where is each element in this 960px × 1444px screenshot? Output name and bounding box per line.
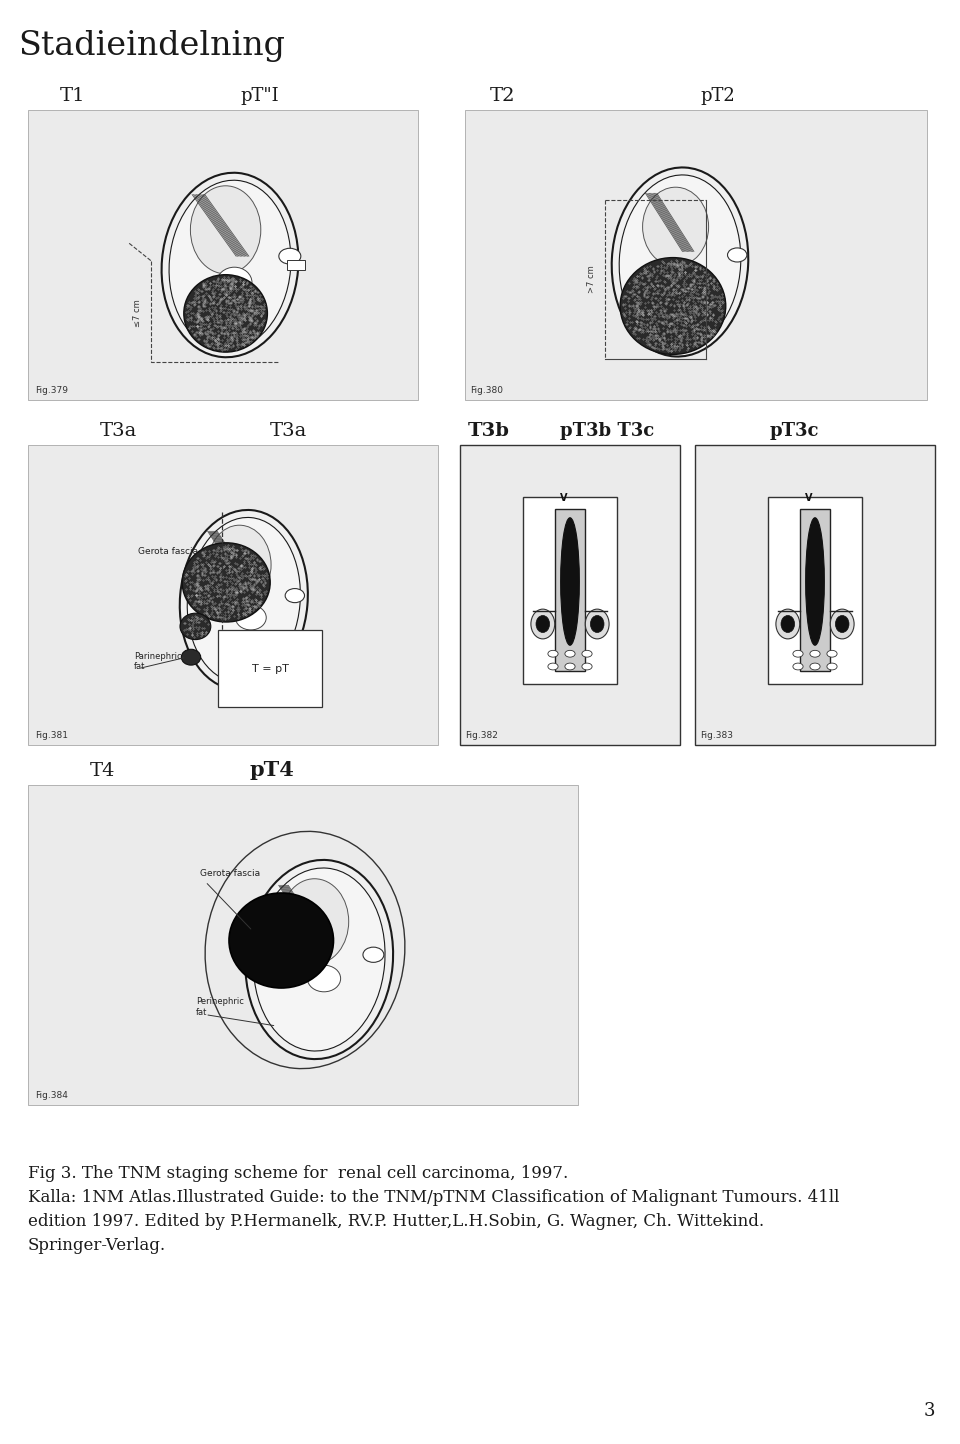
Text: Fig.384: Fig.384	[35, 1092, 68, 1100]
Bar	[460, 445, 680, 745]
Bar	[800, 510, 830, 671]
Ellipse shape	[728, 248, 747, 261]
Ellipse shape	[827, 663, 837, 670]
Text: ≤7 cm: ≤7 cm	[133, 299, 142, 328]
Text: V: V	[560, 492, 567, 503]
Text: T4: T4	[90, 762, 115, 780]
Bar	[768, 497, 862, 683]
Ellipse shape	[235, 605, 266, 630]
Ellipse shape	[793, 663, 804, 670]
Text: V: V	[804, 492, 812, 503]
Ellipse shape	[548, 650, 558, 657]
Ellipse shape	[793, 650, 804, 657]
Ellipse shape	[190, 186, 261, 274]
Text: edition 1997. Edited by P.Hermanelk, RV.P. Hutter,L.H.Sobin, G. Wagner, Ch. Witt: edition 1997. Edited by P.Hermanelk, RV.…	[28, 1213, 764, 1230]
Ellipse shape	[827, 650, 837, 657]
Ellipse shape	[253, 868, 385, 1051]
Ellipse shape	[187, 517, 300, 683]
Text: Parinephric
fat: Parinephric fat	[133, 651, 181, 671]
Ellipse shape	[620, 257, 726, 354]
Text: 3: 3	[924, 1402, 935, 1419]
Text: T3a: T3a	[100, 422, 137, 440]
Ellipse shape	[810, 663, 820, 670]
Bar	[28, 110, 418, 400]
Text: Perinephric
fat: Perinephric fat	[196, 998, 244, 1017]
Text: T = pT: T = pT	[252, 664, 289, 674]
Ellipse shape	[548, 663, 558, 670]
Ellipse shape	[217, 267, 252, 297]
Ellipse shape	[561, 518, 579, 645]
Ellipse shape	[564, 663, 575, 670]
Ellipse shape	[363, 947, 384, 962]
Text: T1: T1	[60, 87, 85, 105]
Text: pT4: pT4	[250, 760, 295, 780]
Ellipse shape	[246, 861, 393, 1058]
Text: Springer-Verlag.: Springer-Verlag.	[28, 1238, 166, 1253]
Ellipse shape	[564, 650, 575, 657]
Ellipse shape	[181, 650, 201, 666]
Ellipse shape	[536, 615, 549, 632]
Text: Kalla: 1NM Atlas.Illustrated Guide: to the TNM/pTNM Classification of Malignant : Kalla: 1NM Atlas.Illustrated Guide: to t…	[28, 1188, 839, 1206]
Bar	[28, 445, 438, 745]
Ellipse shape	[612, 168, 748, 357]
Ellipse shape	[776, 609, 800, 638]
Text: Fig.380: Fig.380	[470, 386, 503, 396]
Text: Gerota fascia: Gerota fascia	[138, 547, 219, 560]
Ellipse shape	[280, 879, 348, 965]
Ellipse shape	[670, 261, 704, 289]
Text: Fig.383: Fig.383	[700, 731, 733, 739]
Text: Fig 3. The TNM staging scheme for  renal cell carcinoma, 1997.: Fig 3. The TNM staging scheme for renal …	[28, 1165, 568, 1183]
Text: T3a: T3a	[270, 422, 307, 440]
Ellipse shape	[642, 188, 708, 266]
Ellipse shape	[161, 173, 299, 357]
Ellipse shape	[531, 609, 555, 638]
Bar	[465, 110, 927, 400]
Text: Gerota fascia: Gerota fascia	[201, 869, 260, 878]
Text: T2: T2	[490, 87, 516, 105]
Text: Fig.382: Fig.382	[465, 731, 498, 739]
Ellipse shape	[805, 518, 825, 645]
Ellipse shape	[183, 274, 268, 352]
Ellipse shape	[835, 615, 849, 632]
Ellipse shape	[590, 615, 604, 632]
Bar	[695, 445, 935, 745]
Text: Fig.379: Fig.379	[35, 386, 68, 396]
Text: >7 cm: >7 cm	[588, 266, 596, 293]
Text: Stadieindelning: Stadieindelning	[18, 30, 285, 62]
Ellipse shape	[582, 663, 592, 670]
Text: pT2: pT2	[700, 87, 734, 105]
Ellipse shape	[207, 526, 271, 605]
Bar	[555, 510, 586, 671]
Text: pT"I: pT"I	[240, 87, 278, 105]
Ellipse shape	[285, 589, 304, 602]
Ellipse shape	[810, 650, 820, 657]
Ellipse shape	[830, 609, 854, 638]
Ellipse shape	[781, 615, 795, 632]
Ellipse shape	[180, 510, 308, 690]
Ellipse shape	[180, 614, 211, 640]
Bar	[287, 260, 305, 270]
Text: pT3c: pT3c	[770, 422, 820, 440]
Ellipse shape	[182, 543, 270, 622]
Ellipse shape	[307, 965, 341, 992]
Bar	[523, 497, 616, 683]
Ellipse shape	[229, 892, 333, 988]
Text: pT3b T3c: pT3b T3c	[560, 422, 655, 440]
Ellipse shape	[582, 650, 592, 657]
Ellipse shape	[169, 180, 291, 349]
Text: Fig.381: Fig.381	[35, 731, 68, 739]
Ellipse shape	[586, 609, 609, 638]
Ellipse shape	[619, 175, 741, 349]
Text: T3b: T3b	[468, 422, 510, 440]
Ellipse shape	[278, 248, 300, 264]
Bar	[28, 786, 578, 1105]
